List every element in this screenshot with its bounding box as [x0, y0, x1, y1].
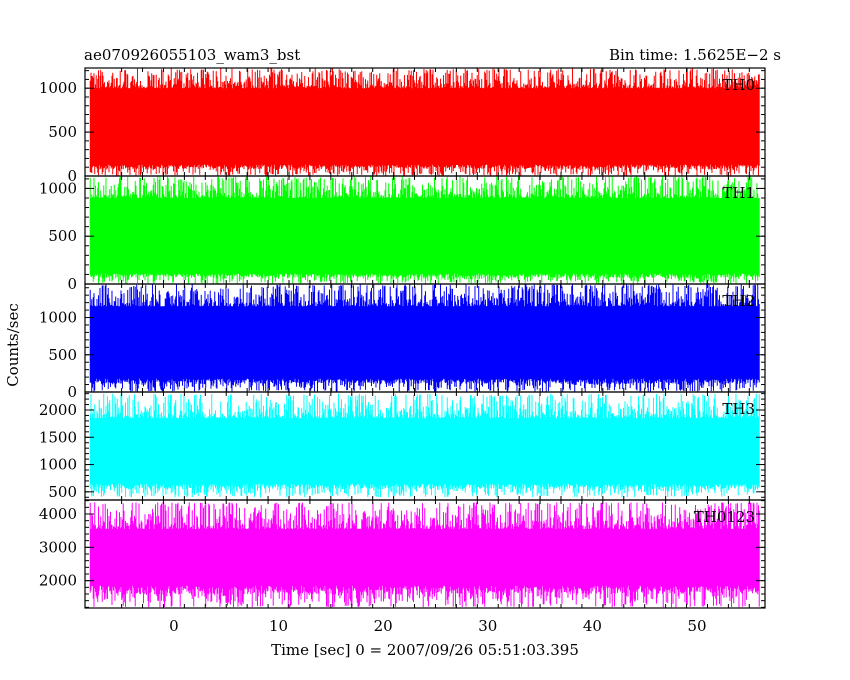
y-tick-label: 0	[67, 383, 77, 401]
y-tick-label: 1000	[39, 456, 77, 474]
y-tick-label: 500	[48, 123, 77, 141]
bin-time-label: Bin time: 1.5625E−2 s	[609, 46, 781, 64]
x-tick-label: 30	[478, 617, 497, 635]
series-label-th0: TH0	[722, 76, 755, 94]
panel-th0: 0 500 1000 TH0	[39, 67, 766, 185]
y-tick-label: 1000	[39, 79, 77, 97]
y-tick-label: 4000	[39, 505, 77, 523]
panel-th0123: 2000 3000 4000 TH0123 0 10 20 30 40 50	[39, 499, 766, 635]
y-tick-label: 2000	[39, 401, 77, 419]
series-label-th1: TH1	[722, 184, 755, 202]
y-tick-label: 1000	[39, 179, 77, 197]
y-tick-label: 0	[67, 275, 77, 293]
series-th0-curve	[89, 68, 760, 176]
panel-th3: 500 1000 1500 2000 TH3	[39, 391, 766, 501]
series-label-th3: TH3	[722, 400, 755, 418]
y-axis-label: Counts/sec	[4, 303, 22, 387]
y-tick-label: 1000	[39, 309, 77, 327]
x-tick-label: 50	[687, 617, 706, 635]
y-tick-label: 500	[48, 227, 77, 245]
series-th0123-curve	[89, 502, 760, 608]
y-tick-label: 2000	[39, 572, 77, 590]
series-label-th0123: TH0123	[694, 508, 755, 526]
figure-title: ae070926055103_wam3_bst	[84, 46, 300, 64]
series-th1-curve	[89, 176, 760, 284]
series-label-th2: TH2	[722, 292, 755, 310]
y-tick-label: 0	[67, 167, 77, 185]
series-th2-curve	[89, 284, 760, 392]
x-tick-label: 40	[583, 617, 602, 635]
y-tick-label: 500	[48, 483, 77, 501]
y-tick-label: 500	[48, 346, 77, 364]
x-axis-label: Time [sec] 0 = 2007/09/26 05:51:03.395	[271, 641, 579, 659]
x-tick-label: 0	[169, 617, 179, 635]
y-tick-label: 3000	[39, 538, 77, 556]
series-th3-curve	[89, 393, 760, 498]
panel-th2: 0 500 1000 TH2	[39, 283, 766, 401]
x-tick-label: 20	[374, 617, 393, 635]
panel-th1: 0 500 1000 TH1	[39, 175, 766, 293]
y-tick-label: 1500	[39, 428, 77, 446]
x-tick-label: 10	[269, 617, 288, 635]
